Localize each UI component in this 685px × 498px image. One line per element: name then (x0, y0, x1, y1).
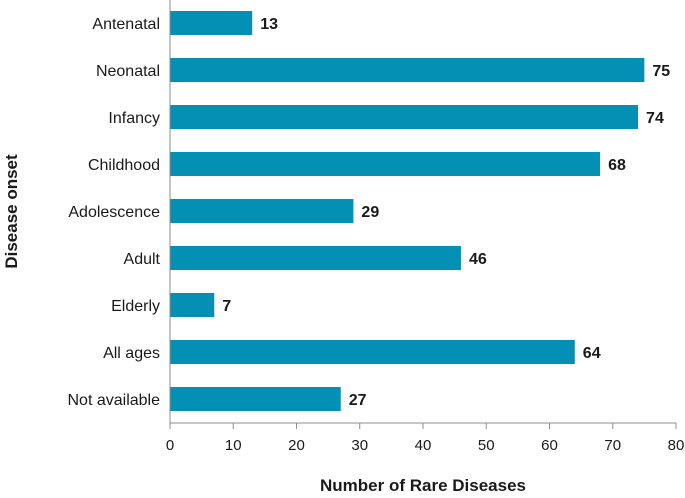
bar-adult (170, 246, 461, 270)
bars-group (170, 11, 645, 411)
category-label: All ages (103, 345, 160, 362)
value-label: 74 (646, 110, 664, 127)
category-label: Neonatal (96, 63, 160, 80)
x-tick-label: 30 (351, 437, 368, 454)
x-tick-label: 0 (166, 437, 174, 454)
value-label: 46 (469, 251, 487, 268)
bar-antenatal (170, 11, 253, 35)
bar-not-available (170, 387, 341, 411)
x-tick-label: 60 (541, 437, 558, 454)
category-label: Elderly (111, 298, 160, 315)
bar-elderly (170, 293, 215, 317)
bar-neonatal (170, 58, 645, 82)
value-label: 75 (652, 63, 670, 80)
category-label: Adolescence (68, 204, 160, 221)
value-label: 29 (361, 204, 379, 221)
bar-infancy (170, 105, 639, 129)
x-tick-label: 40 (415, 437, 432, 454)
category-label: Infancy (108, 110, 160, 127)
x-tick-label: 80 (668, 437, 685, 454)
value-label: 13 (260, 16, 278, 33)
value-label: 27 (349, 392, 367, 409)
category-labels-group: Antenatal Neonatal Infancy Childhood Adolesc… (68, 16, 161, 409)
category-label: Antenatal (92, 16, 160, 33)
y-axis-title: Disease onset (2, 154, 21, 269)
value-labels-group: 13 75 74 68 29 46 7 64 27 (222, 16, 670, 409)
value-label: 64 (583, 345, 601, 362)
x-ticks-group: 0 10 20 30 40 50 60 70 80 (166, 423, 685, 454)
category-label: Adult (124, 251, 161, 268)
x-tick-label: 50 (478, 437, 495, 454)
bar-adolescence (170, 199, 354, 223)
x-axis-title: Number of Rare Diseases (320, 476, 526, 495)
x-tick-label: 10 (225, 437, 242, 454)
category-label: Childhood (88, 157, 160, 174)
value-label: 7 (222, 298, 231, 315)
x-tick-label: 70 (604, 437, 621, 454)
bar-childhood (170, 152, 601, 176)
x-tick-label: 20 (288, 437, 305, 454)
value-label: 68 (608, 157, 626, 174)
category-label: Not available (68, 392, 161, 409)
bar-all-ages (170, 340, 575, 364)
